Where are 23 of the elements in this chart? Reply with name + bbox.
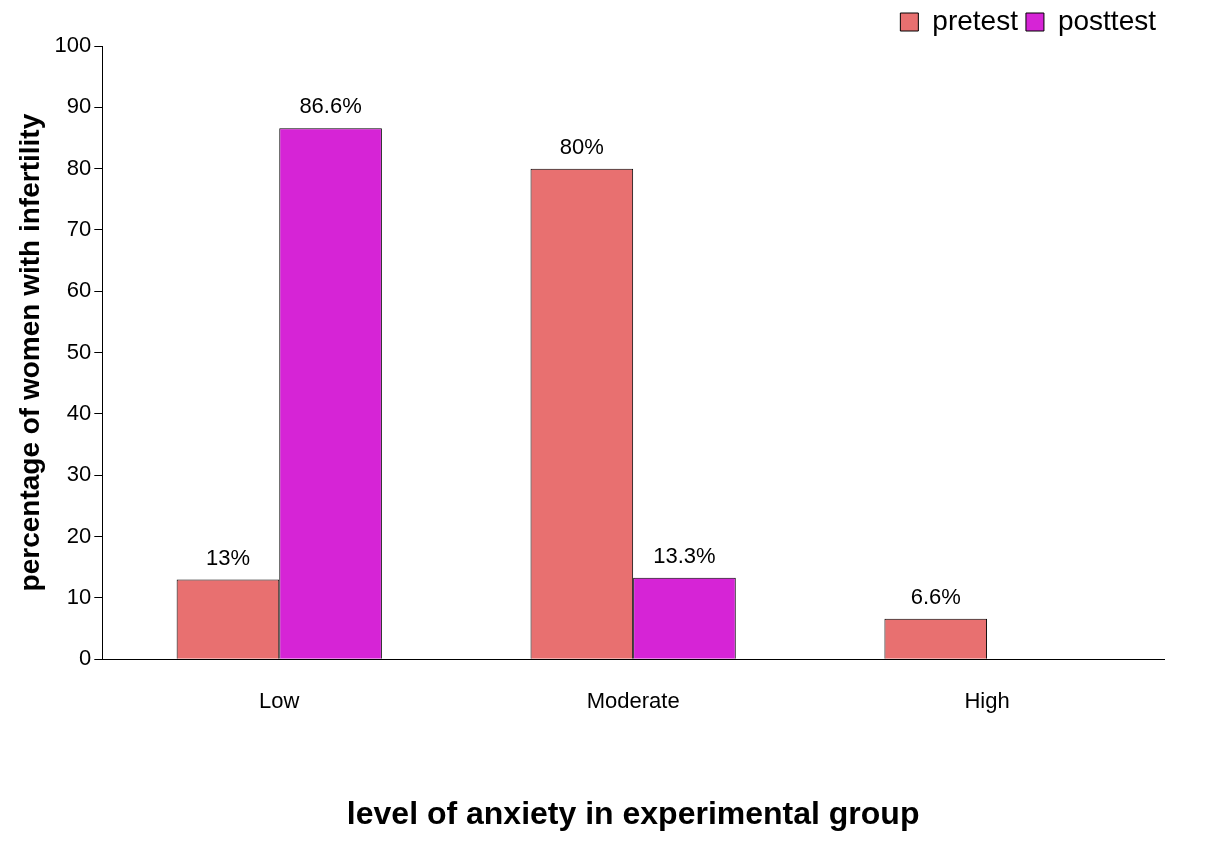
- x-tick-label: Moderate: [586, 688, 680, 714]
- x-tick-label: Low: [259, 688, 300, 714]
- y-tick-label: 50: [66, 338, 92, 364]
- y-tick-label: 90: [66, 93, 92, 119]
- y-tick-label: 70: [66, 216, 92, 242]
- data-label: 6.6%: [910, 583, 961, 609]
- legend-label: pretest: [932, 4, 1019, 36]
- y-tick-label: 0: [79, 645, 92, 671]
- y-axis-title: percentage of women with infertility: [13, 113, 45, 592]
- y-tick-label: 10: [66, 583, 92, 609]
- x-axis-title: level of anxiety in experimental group: [346, 794, 920, 831]
- y-tick-label: 80: [66, 154, 92, 180]
- y-tick-label: 100: [54, 32, 92, 58]
- data-label: 80%: [559, 133, 604, 159]
- y-tick-label: 30: [66, 461, 92, 487]
- data-label: 13%: [205, 544, 250, 570]
- x-tick-label: High: [964, 688, 1010, 714]
- y-tick-label: 40: [66, 399, 92, 425]
- data-label: 86.6%: [299, 93, 362, 119]
- y-tick-label: 60: [66, 277, 92, 303]
- legend-label: posttest: [1057, 4, 1157, 36]
- data-label: 13.3%: [653, 542, 716, 568]
- y-tick-label: 20: [66, 522, 92, 548]
